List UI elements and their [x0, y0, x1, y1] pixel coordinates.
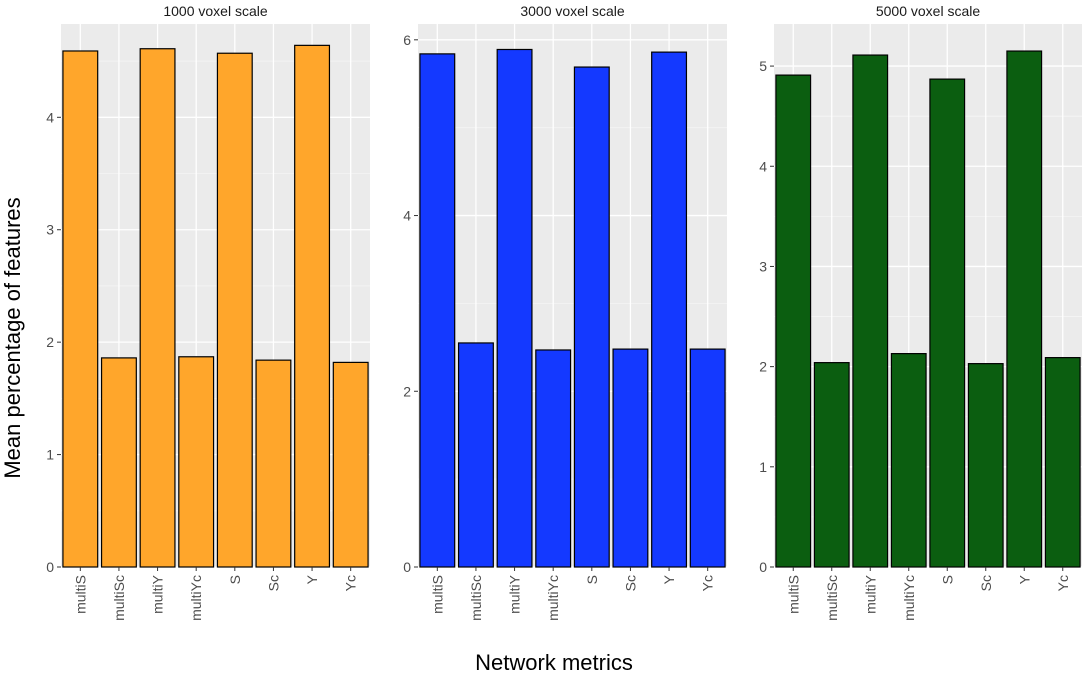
bar-multiSc [457, 342, 494, 568]
bar-Yc [332, 361, 369, 568]
y-tick-label: 4 [403, 208, 411, 224]
x-tick-label: Y [304, 574, 320, 584]
x-tick-label: Sc [265, 575, 281, 591]
x-tick-label: multiSc [111, 575, 127, 621]
x-tick-label: multiYc [545, 575, 561, 621]
y-tick-label: 3 [46, 222, 54, 238]
y-tick-label: 2 [759, 359, 767, 375]
y-tick-label: 2 [403, 383, 411, 399]
facet-panel: 1000 voxel scale 0 1 2 3 4 multiS multiSc multiY… [46, 0, 370, 621]
x-tick-label: multiY [507, 574, 523, 614]
y-axis-label: Mean percentage of features [0, 197, 25, 478]
bar-Y [1006, 50, 1043, 568]
x-tick-label: Sc [622, 575, 638, 591]
bar-Y [651, 51, 688, 568]
bar-multiY [139, 48, 176, 568]
y-tick-label: 0 [46, 559, 54, 575]
y-tick-label: 1 [759, 459, 767, 475]
x-tick-label: S [584, 575, 600, 584]
x-tick-label: Y [661, 574, 677, 584]
y-tick-label: 1 [46, 447, 54, 463]
bar-multiS [62, 50, 99, 568]
x-tick-label: multiSc [468, 575, 484, 621]
x-tick-label: multiYc [188, 575, 204, 621]
facet-title: 3000 voxel scale [520, 3, 625, 19]
facet-panel: 3000 voxel scale 0 2 4 6 multiS multiSc multiY m… [403, 0, 727, 621]
bar-multiY [852, 54, 889, 568]
y-tick-label: 5 [759, 58, 767, 74]
x-tick-label: Yc [1055, 575, 1071, 591]
facet-strip [774, 0, 1082, 24]
bar-multiSc [100, 357, 137, 568]
x-tick-label: multiS [429, 575, 445, 614]
x-tick-label: multiSc [824, 575, 840, 621]
bar-multiSc [813, 362, 850, 568]
bar-multiS [775, 74, 812, 568]
bar-multiS [419, 53, 456, 568]
y-tick-label: 4 [46, 109, 54, 125]
bar-S [216, 52, 253, 568]
x-tick-label: Yc [343, 575, 359, 591]
x-tick-label: multiS [72, 575, 88, 614]
bar-Sc [967, 363, 1004, 568]
x-tick-label: Sc [978, 575, 994, 591]
facet-strip [418, 0, 727, 24]
bar-Yc [1044, 357, 1081, 568]
bar-Sc [255, 359, 292, 568]
y-tick-label: 3 [759, 258, 767, 274]
x-tick-label: Y [1016, 574, 1032, 584]
bar-Yc [689, 348, 726, 568]
x-tick-label: multiY [150, 574, 166, 614]
y-tick-label: 6 [403, 32, 411, 48]
x-tick-label: Yc [700, 575, 716, 591]
facet-title: 5000 voxel scale [876, 3, 981, 19]
x-tick-label: S [227, 575, 243, 584]
bar-Sc [612, 348, 649, 568]
facet-strip [61, 0, 370, 24]
facet-panel: 5000 voxel scale 0 1 2 3 4 5 multiS multiSc multi… [759, 0, 1082, 621]
facet-title: 1000 voxel scale [163, 3, 268, 19]
x-axis-label: Network metrics [475, 650, 633, 675]
bar-Y [294, 44, 331, 568]
x-tick-label: S [939, 575, 955, 584]
x-tick-label: multiYc [901, 575, 917, 621]
y-tick-label: 0 [759, 559, 767, 575]
bar-multiYc [890, 353, 927, 568]
bar-S [573, 66, 610, 568]
y-tick-label: 4 [759, 158, 767, 174]
bar-multiYc [178, 356, 215, 568]
x-tick-label: multiS [785, 575, 801, 614]
bar-S [929, 78, 966, 568]
y-tick-label: 0 [403, 559, 411, 575]
y-tick-label: 2 [46, 334, 54, 350]
bar-multiY [496, 48, 533, 568]
x-tick-label: multiY [862, 574, 878, 614]
bar-multiYc [535, 349, 572, 568]
